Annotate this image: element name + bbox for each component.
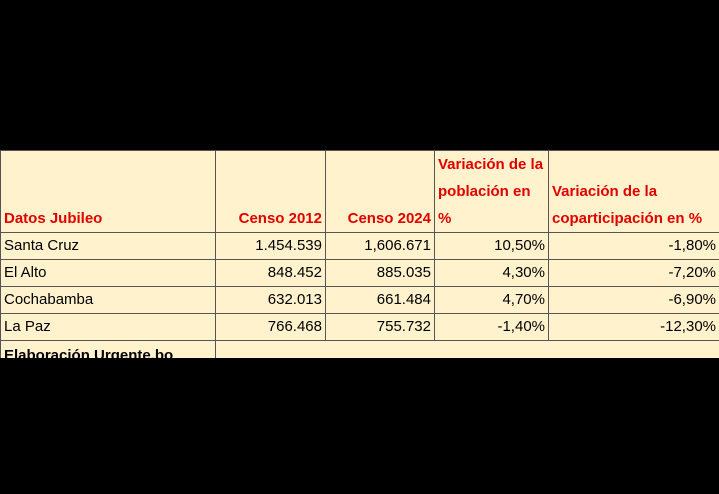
empty-cell bbox=[435, 341, 549, 359]
number-cell: -1,40% bbox=[434, 313, 549, 341]
data-row: La Paz 766.468 755.732 -1,40% -12,30% bbox=[0, 313, 719, 341]
number-cell: 10,50% bbox=[434, 232, 549, 260]
number-cell: 885.035 bbox=[325, 259, 435, 287]
number-cell: 755.732 bbox=[325, 313, 435, 341]
header-cell: Variación de la coparticipación en % bbox=[548, 150, 719, 233]
header-cell: Censo 2024 bbox=[325, 150, 435, 233]
header-cell: Datos Jubileo bbox=[0, 150, 216, 233]
number-cell: 1,606.671 bbox=[325, 232, 435, 260]
header-cell: Variación de la población en % bbox=[434, 150, 549, 233]
header-row: Datos Jubileo Censo 2012 Censo 2024 Variaci… bbox=[0, 150, 719, 233]
label-cell: El Alto bbox=[0, 259, 216, 287]
number-cell: 4,30% bbox=[434, 259, 549, 287]
footer-row: Elaboración Urgente.bo bbox=[0, 340, 719, 359]
number-cell: -12,30% bbox=[548, 313, 719, 341]
number-cell: 1.454.539 bbox=[215, 232, 326, 260]
header-cell: Censo 2012 bbox=[215, 150, 326, 233]
empty-cell bbox=[549, 341, 719, 359]
number-cell: -1,80% bbox=[548, 232, 719, 260]
label-cell: Santa Cruz bbox=[0, 232, 216, 260]
number-cell: -6,90% bbox=[548, 286, 719, 314]
table-body: Datos Jubileo Censo 2012 Censo 2024 Variaci… bbox=[0, 150, 719, 359]
number-cell: -7,20% bbox=[548, 259, 719, 287]
data-row: Cochabamba 632.013 661.484 4,70% -6,90% bbox=[0, 286, 719, 314]
number-cell: 661.484 bbox=[325, 286, 435, 314]
data-table: Datos Jubileo Censo 2012 Censo 2024 Variaci… bbox=[0, 150, 719, 358]
label-cell: Cochabamba bbox=[0, 286, 216, 314]
data-row: El Alto 848.452 885.035 4,30% -7,20% bbox=[0, 259, 719, 287]
empty-cell bbox=[216, 341, 326, 359]
data-row: Santa Cruz 1.454.539 1,606.671 10,50% -1,80% bbox=[0, 232, 719, 260]
number-cell: 632.013 bbox=[215, 286, 326, 314]
number-cell: 4,70% bbox=[434, 286, 549, 314]
footer-cell: Elaboración Urgente.bo bbox=[0, 340, 216, 358]
label-cell: La Paz bbox=[0, 313, 216, 341]
number-cell: 766.468 bbox=[215, 313, 326, 341]
spreadsheet: Datos Jubileo Censo 2012 Censo 2024 Variaci… bbox=[0, 150, 719, 358]
empty-cell bbox=[326, 341, 435, 359]
number-cell: 848.452 bbox=[215, 259, 326, 287]
